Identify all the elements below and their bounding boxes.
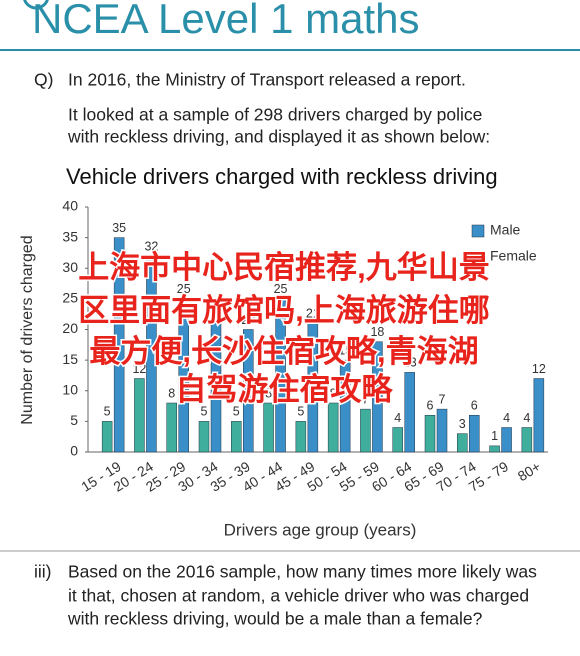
part-label: iii) [34,562,52,582]
bar [178,298,189,453]
y-axis-label: Number of drivers charged [19,235,36,424]
bar [469,415,480,453]
y-tick-label: 10 [62,381,78,397]
value-label: 3 [459,417,466,431]
bar [210,317,222,453]
part-line: it that, chosen at random, a vehicle dri… [68,586,529,606]
value-label: 1 [491,429,498,443]
value-label: 6 [427,399,434,413]
bar [501,427,512,453]
part-line: Based on the 2016 sample, how many times… [68,562,537,582]
value-label: 7 [439,392,446,406]
bar [146,255,157,453]
bar [457,433,468,453]
overlay-text: 自驾游住宿攻略 [176,372,394,407]
bar [404,372,415,453]
bar [263,402,274,453]
overlay-text: 区里面有旅馆吗,上海旅游住哪 [78,293,490,328]
value-label: 8 [330,386,337,400]
overlay-text: 上海市中心民宿推荐,九华山景 [78,250,490,285]
bar [424,415,436,453]
value-label: 4 [503,411,510,425]
question-line: with reckless driving, and displayed it … [67,127,490,147]
value-label: 12 [532,362,546,376]
bar [231,421,242,453]
bar [275,298,286,453]
x-tick-label: 80+ [515,458,544,484]
question-label: Q) [34,70,53,90]
bar [166,402,177,453]
value-label: 4 [523,411,530,425]
value-label: 20 [241,313,255,327]
x-axis-label: Drivers age group (years) [224,520,417,539]
header-title: NCEA Level 1 maths [32,0,420,42]
bar [521,427,533,453]
overlay-text: 最方便,长沙住宿攻略,青海湖 [89,334,478,369]
value-label: 7 [362,392,369,406]
value-label: 5 [201,405,208,419]
y-tick-label: 25 [62,290,78,306]
value-label: 25 [274,282,288,296]
value-label: 18 [370,325,384,339]
bar [113,237,125,453]
question-line: It looked at a sample of 298 drivers cha… [68,105,482,125]
bar [295,421,307,453]
bar [533,378,545,453]
legend-swatch [471,250,485,264]
y-tick-label: 40 [62,198,78,214]
value-label: 35 [112,221,126,235]
value-label: 5 [297,405,304,419]
value-label: 22 [209,301,223,315]
value-label: 15 [338,343,352,357]
overlay: 上海市中心民宿推荐,九华山景区里面有旅馆吗,上海旅游住哪最方便,长沙住宿攻略,青… [77,249,492,409]
bar [327,402,339,453]
bar [489,445,500,453]
value-label: 13 [403,356,417,370]
bar [436,408,448,453]
value-label: 21 [306,307,320,321]
bar [134,378,145,453]
bar [198,421,210,453]
bar [392,427,403,453]
legend-label: Male [490,222,521,238]
bar [307,323,319,453]
y-tick-label: 5 [70,412,78,428]
y-tick-label: 35 [62,228,78,244]
bar [339,359,351,453]
y-tick-label: 15 [62,351,78,367]
bar [372,341,383,453]
value-label: 25 [177,282,191,296]
value-label: 12 [132,362,146,376]
value-label: 8 [265,386,272,400]
chart-title: Vehicle drivers charged with reckless dr… [66,164,498,189]
value-label: 4 [394,411,401,425]
logo [23,0,49,10]
value-label: 5 [104,405,111,419]
value-label: 6 [471,399,478,413]
value-label: 5 [233,405,240,419]
bar [243,329,254,453]
y-tick-label: 0 [70,443,78,459]
value-label: 32 [144,239,158,253]
bar [360,408,371,453]
legend-label: Female [490,248,537,264]
legend-swatch [471,224,485,238]
y-tick-label: 30 [62,259,78,275]
bar [101,421,113,453]
value-label: 8 [168,386,175,400]
part-line: with reckless driving, would be a male t… [67,609,483,629]
y-tick-label: 20 [62,320,78,336]
question-line: In 2016, the Ministry of Transport relea… [68,70,466,90]
